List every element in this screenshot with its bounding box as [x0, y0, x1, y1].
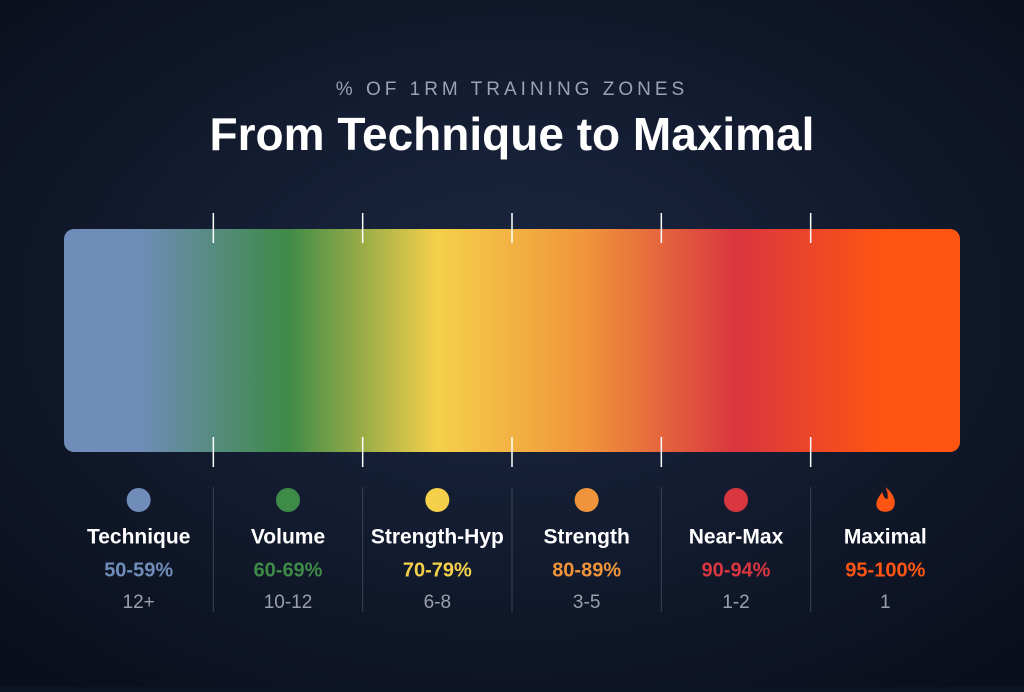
zone-dot [724, 488, 748, 512]
zone-reps: 1-2 [722, 592, 749, 613]
zone-name: Strength [544, 526, 630, 549]
kicker: % OF 1RM TRAINING ZONES [336, 79, 688, 100]
zone-range: 70-79% [403, 559, 472, 581]
zone-dot [425, 488, 450, 512]
zone-range: 95-100% [845, 559, 925, 581]
zone-name: Volume [251, 526, 325, 549]
flame-icon [876, 487, 895, 512]
zone-name: Strength-Hyp [371, 526, 504, 549]
zone-reps: 12+ [123, 592, 155, 613]
zone-name: Maximal [844, 526, 927, 549]
zone-dot [574, 488, 599, 512]
zone-reps: 6-8 [424, 592, 451, 613]
zone-bar [64, 229, 960, 452]
zone-range: 60-69% [254, 559, 323, 581]
zone-dot [276, 488, 300, 512]
zone-name: Technique [87, 526, 190, 549]
zone-dot [126, 488, 151, 512]
zone-reps: 3-5 [573, 592, 600, 613]
zone-range: 50-59% [104, 559, 173, 581]
zone-reps: 1 [880, 592, 891, 613]
zone-name: Near-Max [689, 526, 784, 549]
zone-range: 90-94% [702, 559, 771, 581]
title: From Technique to Maximal [210, 108, 815, 160]
zone-reps: 10-12 [264, 592, 313, 613]
zone-range: 80-89% [552, 559, 621, 581]
